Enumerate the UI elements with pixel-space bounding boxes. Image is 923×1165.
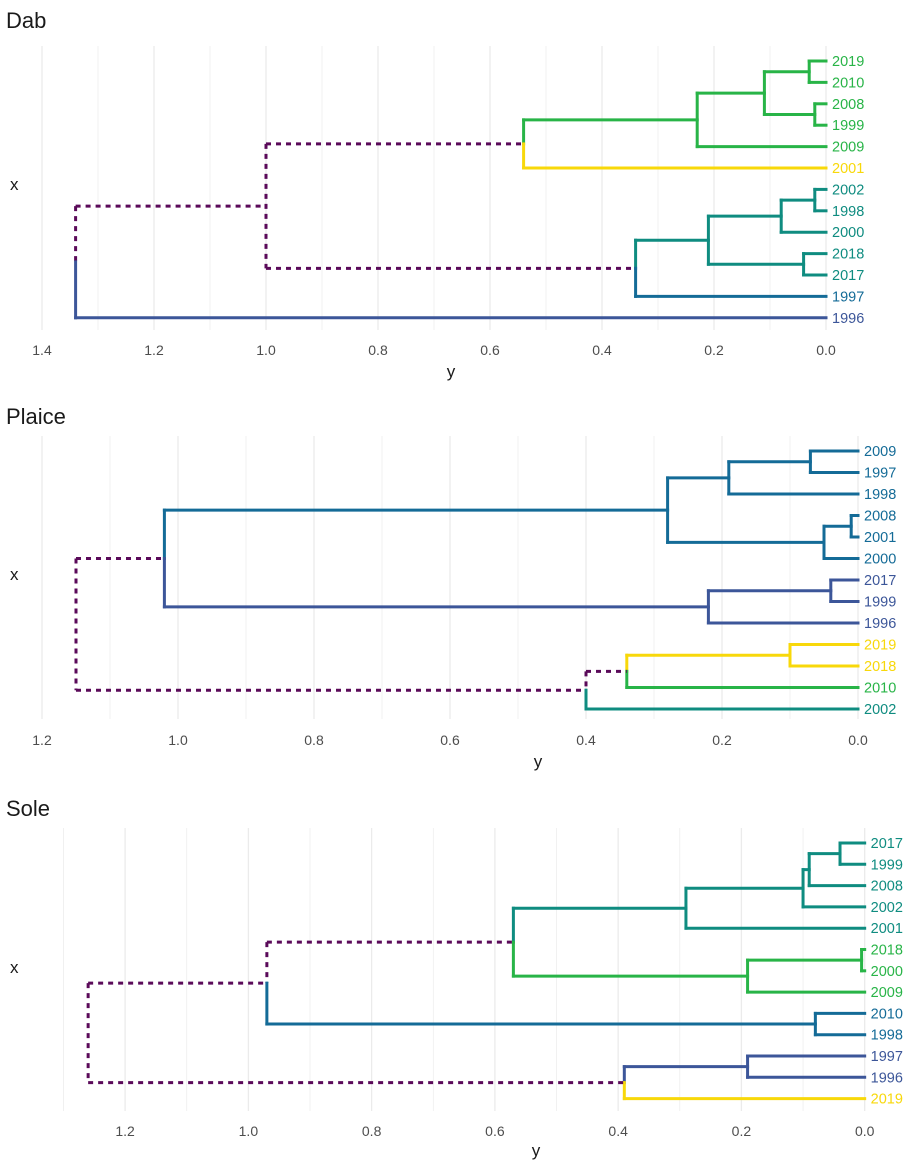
leaf-label: 2001 xyxy=(832,161,864,177)
x-tick-label: 0.0 xyxy=(848,732,868,748)
leaf-label: 1996 xyxy=(864,616,896,632)
sole-y-axis-title: x xyxy=(10,958,19,977)
x-tick-label: 0.0 xyxy=(855,1123,875,1139)
x-tick-label: 0.8 xyxy=(362,1123,382,1139)
dab-x-axis-title: y xyxy=(446,362,456,381)
leaf-label: 2001 xyxy=(864,530,896,546)
leaf-label: 2009 xyxy=(864,444,896,460)
sole-panel: 1.2 1.0 0.8 0.6 0.4 0.2 0.0 2017 1999 2008 2002 200… xyxy=(0,786,923,1165)
dab-panel: 1.4 1.2 1.0 0.8 0.6 0.4 0.2 0.0 2019 2010 2008 1999… xyxy=(0,0,923,388)
leaf-label: 2002 xyxy=(871,900,903,916)
x-tick-label: 1.2 xyxy=(144,342,164,358)
leaf-label: 2009 xyxy=(832,140,864,156)
leaf-label: 2017 xyxy=(864,573,896,589)
leaf-label: 2009 xyxy=(871,985,903,1001)
leaf-label: 2001 xyxy=(871,921,903,937)
leaf-label: 2010 xyxy=(864,681,896,697)
leaf-label: 1998 xyxy=(871,1028,903,1044)
x-tick-label: 0.4 xyxy=(576,732,596,748)
x-tick-label: 0.6 xyxy=(485,1123,505,1139)
x-tick-label: 0.2 xyxy=(732,1123,752,1139)
x-tick-label: 0.2 xyxy=(704,342,724,358)
leaf-label: 1996 xyxy=(832,311,864,327)
leaf-label: 2019 xyxy=(871,1092,903,1108)
dab-title: Dab xyxy=(6,8,47,33)
x-tick-label: 0.4 xyxy=(608,1123,628,1139)
leaf-label: 2018 xyxy=(832,247,864,263)
plaice-plot: 1.2 1.0 0.8 0.6 0.4 0.2 0.0 2009 1997 1998 2008 200… xyxy=(32,436,896,748)
leaf-label: 2000 xyxy=(832,225,864,241)
leaf-label: 2000 xyxy=(871,964,903,980)
x-tick-label: 0.6 xyxy=(480,342,500,358)
leaf-label: 1998 xyxy=(864,487,896,503)
leaf-label: 2017 xyxy=(832,268,864,284)
leaf-label: 1996 xyxy=(871,1070,903,1086)
x-tick-label: 0.0 xyxy=(816,342,836,358)
leaf-label: 2008 xyxy=(864,509,896,525)
leaf-label: 2002 xyxy=(832,182,864,198)
x-tick-label: 0.8 xyxy=(368,342,388,358)
x-tick-label: 0.8 xyxy=(304,732,324,748)
leaf-label: 1999 xyxy=(871,857,903,873)
leaf-label: 2018 xyxy=(864,659,896,675)
leaf-label: 1997 xyxy=(832,289,864,305)
leaf-label: 2019 xyxy=(832,54,864,70)
plaice-y-axis-title: x xyxy=(10,565,19,584)
leaf-label: 2000 xyxy=(864,552,896,568)
leaf-label: 1997 xyxy=(871,1049,903,1065)
x-tick-label: 1.4 xyxy=(32,342,52,358)
leaf-label: 2010 xyxy=(832,75,864,91)
plaice-panel: 1.2 1.0 0.8 0.6 0.4 0.2 0.0 2009 1997 1998 2008 200… xyxy=(0,394,923,782)
leaf-label: 1998 xyxy=(832,204,864,220)
x-tick-label: 1.0 xyxy=(239,1123,259,1139)
x-tick-label: 1.0 xyxy=(256,342,276,358)
dab-y-axis-title: x xyxy=(10,175,19,194)
dab-plot: 1.4 1.2 1.0 0.8 0.6 0.4 0.2 0.0 2019 2010 2008 1999… xyxy=(32,46,864,358)
sole-x-axis-title: y xyxy=(531,1141,541,1160)
plaice-title: Plaice xyxy=(6,404,66,429)
leaf-label: 2019 xyxy=(864,638,896,654)
x-tick-label: 0.4 xyxy=(592,342,612,358)
x-tick-label: 1.2 xyxy=(32,732,52,748)
sole-title: Sole xyxy=(6,796,51,821)
leaf-label: 1999 xyxy=(864,595,896,611)
leaf-label: 2010 xyxy=(871,1006,903,1022)
leaf-label: 2008 xyxy=(832,97,864,113)
leaf-label: 2008 xyxy=(871,879,903,895)
leaf-label: 1997 xyxy=(864,466,896,482)
leaf-label: 2002 xyxy=(864,702,896,718)
x-tick-label: 0.2 xyxy=(712,732,732,748)
leaf-label: 2017 xyxy=(871,836,903,852)
x-tick-label: 0.6 xyxy=(440,732,460,748)
x-tick-label: 1.0 xyxy=(168,732,188,748)
leaf-label: 2018 xyxy=(871,943,903,959)
sole-plot: 1.2 1.0 0.8 0.6 0.4 0.2 0.0 2017 1999 2008 2002 200… xyxy=(63,828,903,1139)
leaf-label: 1999 xyxy=(832,118,864,134)
plaice-x-axis-title: y xyxy=(533,752,543,771)
x-tick-label: 1.2 xyxy=(115,1123,135,1139)
